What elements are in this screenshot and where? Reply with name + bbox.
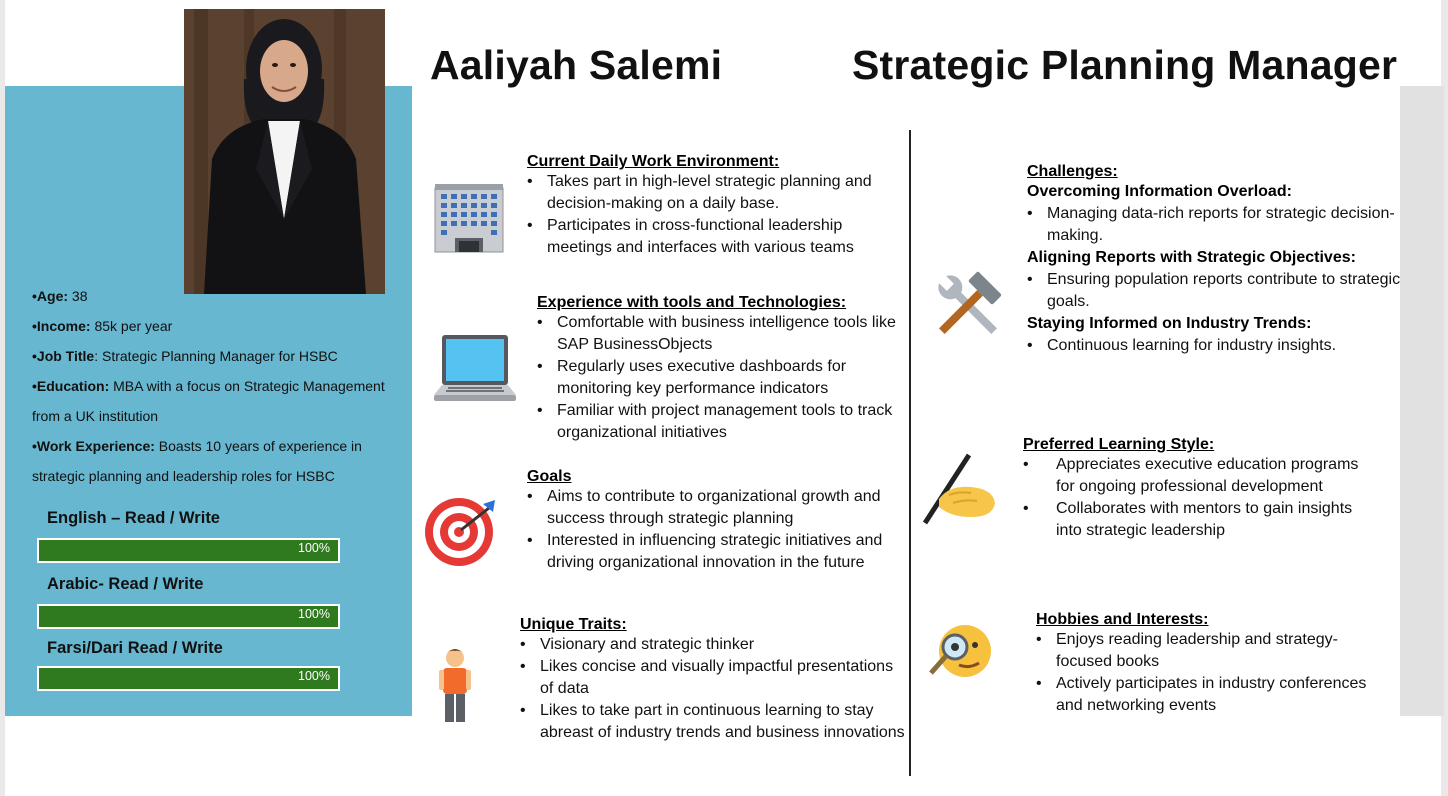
income-row: •Income: 85k per year xyxy=(32,311,402,341)
language-label-farsi: Farsi/Dari Read / Write xyxy=(47,639,223,657)
list-item: Interested in influencing strategic init… xyxy=(527,530,892,574)
persona-name: Aaliyah Salemi xyxy=(430,42,723,88)
bullet-list: Appreciates executive education programs… xyxy=(1023,454,1378,542)
section-title: Unique Traits: xyxy=(520,616,627,633)
section-goals: Goals Aims to contribute to organization… xyxy=(527,468,892,574)
education-label: •Education: xyxy=(32,378,110,394)
age-value: 38 xyxy=(68,288,88,304)
list-item: Familiar with project management tools t… xyxy=(537,400,897,444)
language-bar-text: 100% xyxy=(298,607,330,621)
experience-row: •Work Experience: Boasts 10 years of exp… xyxy=(32,431,402,491)
language-bar-text: 100% xyxy=(298,669,330,683)
column-divider xyxy=(909,130,911,776)
age-label: •Age: xyxy=(32,288,69,304)
bullet-list: Continuous learning for industry insight… xyxy=(1027,335,1412,357)
hammer-wrench-icon xyxy=(929,266,1007,349)
section-title: Preferred Learning Style: xyxy=(1023,436,1215,453)
income-value: 85k per year xyxy=(90,318,173,334)
language-label-english: English – Read / Write xyxy=(47,509,220,527)
list-item: Visionary and strategic thinker xyxy=(520,634,905,656)
person-icon xyxy=(435,646,475,729)
left-frame xyxy=(0,0,5,796)
right-frame xyxy=(1441,0,1448,796)
language-bar-text: 100% xyxy=(298,541,330,555)
section-challenges: Challenges: Overcoming Information Overl… xyxy=(1027,163,1412,357)
language-bar-fill xyxy=(39,668,338,689)
job-label: •Job Title xyxy=(32,348,95,364)
challenge-heading: Staying Informed on Industry Trends: xyxy=(1027,315,1312,332)
section-unique-traits: Unique Traits: Visionary and strategic t… xyxy=(520,616,905,744)
list-item: Ensuring population reports contribute t… xyxy=(1027,269,1412,313)
list-item: Collaborates with mentors to gain insigh… xyxy=(1023,498,1378,542)
laptop-icon xyxy=(434,333,516,420)
persona-title: Strategic Planning Manager xyxy=(852,42,1398,88)
list-item: Continuous learning for industry insight… xyxy=(1027,335,1412,357)
magnifier-face-icon xyxy=(925,621,995,688)
list-item: Aims to contribute to organizational gro… xyxy=(527,486,892,530)
target-icon xyxy=(423,492,501,575)
list-item: Regularly uses executive dashboards for … xyxy=(537,356,897,400)
education-row: •Education: MBA with a focus on Strategi… xyxy=(32,371,402,431)
list-item: Managing data-rich reports for strategic… xyxy=(1027,203,1412,247)
section-learning-style: Preferred Learning Style: Appreciates ex… xyxy=(1023,436,1378,542)
office-building-icon xyxy=(433,182,505,259)
experience-value: Boasts 10 years of experience in strateg… xyxy=(32,438,362,484)
profile-photo xyxy=(184,9,385,294)
section-tools: Experience with tools and Technologies: … xyxy=(537,294,897,444)
language-bar-fill xyxy=(39,606,338,627)
list-item: Actively participates in industry confer… xyxy=(1036,673,1376,717)
bullet-list: Comfortable with business intelligence t… xyxy=(537,312,897,444)
section-hobbies: Hobbies and Interests: Enjoys reading le… xyxy=(1036,611,1376,717)
job-value: : Strategic Planning Manager for HSBC xyxy=(94,348,338,364)
section-title: Hobbies and Interests: xyxy=(1036,611,1209,628)
challenge-heading: Overcoming Information Overload: xyxy=(1027,183,1292,200)
section-title: Goals xyxy=(527,468,572,485)
writing-hand-icon xyxy=(919,451,999,534)
bullet-list: Visionary and strategic thinker Likes co… xyxy=(520,634,905,744)
list-item: Participates in cross-functional leaders… xyxy=(527,215,897,259)
language-bar-fill xyxy=(39,540,338,561)
section-work-environment: Current Daily Work Environment: Takes pa… xyxy=(527,153,897,259)
section-title: Experience with tools and Technologies: xyxy=(537,294,847,311)
section-title: Current Daily Work Environment: xyxy=(527,153,780,170)
list-item: Comfortable with business intelligence t… xyxy=(537,312,897,356)
bullet-list: Managing data-rich reports for strategic… xyxy=(1027,203,1412,247)
list-item: Likes concise and visually impactful pre… xyxy=(520,656,905,700)
list-item: Appreciates executive education programs… xyxy=(1023,454,1378,498)
list-item: Enjoys reading leadership and strategy-f… xyxy=(1036,629,1376,673)
language-bar-english: 100% xyxy=(37,538,340,563)
education-value: MBA with a focus on Strategic Management… xyxy=(32,378,385,424)
bullet-list: Takes part in high-level strategic plann… xyxy=(527,171,897,259)
profile-facts: •Age: 38 •Income: 85k per year •Job Titl… xyxy=(32,281,402,491)
age-row: •Age: 38 xyxy=(32,281,402,311)
section-title: Challenges: xyxy=(1027,163,1118,180)
language-bar-arabic: 100% xyxy=(37,604,340,629)
list-item: Likes to take part in continuous learnin… xyxy=(520,700,905,744)
language-bar-farsi: 100% xyxy=(37,666,340,691)
language-label-arabic: Arabic- Read / Write xyxy=(47,575,204,593)
bullet-list: Ensuring population reports contribute t… xyxy=(1027,269,1412,313)
right-grey-panel xyxy=(1400,86,1444,716)
experience-label: •Work Experience: xyxy=(32,438,155,454)
challenge-heading: Aligning Reports with Strategic Objectiv… xyxy=(1027,249,1356,266)
list-item: Takes part in high-level strategic plann… xyxy=(527,171,897,215)
income-label: •Income: xyxy=(32,318,91,334)
bullet-list: Aims to contribute to organizational gro… xyxy=(527,486,892,574)
bullet-list: Enjoys reading leadership and strategy-f… xyxy=(1036,629,1376,717)
job-row: •Job Title: Strategic Planning Manager f… xyxy=(32,341,402,371)
